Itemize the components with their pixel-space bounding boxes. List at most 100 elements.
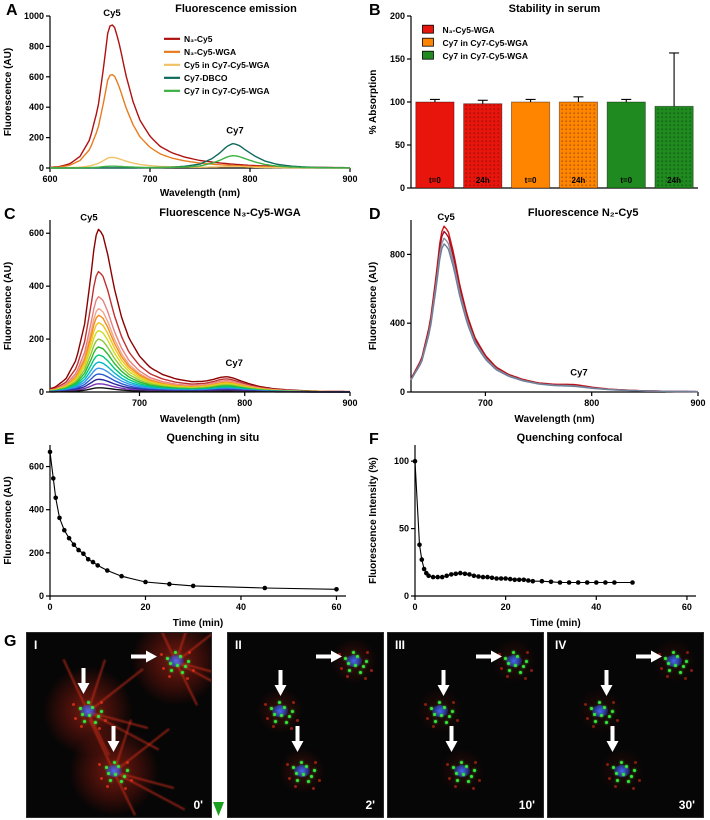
green-punctum (294, 772, 298, 776)
x-axis-label: Time (min) (173, 618, 223, 629)
micrograph-timestamp: 30' (678, 798, 695, 812)
x-axis-label: Wavelength (nm) (160, 414, 240, 425)
green-punctum (362, 665, 365, 669)
data-point (76, 547, 81, 553)
green-punctum (93, 720, 97, 724)
micrograph-4: IV 30' (547, 632, 704, 818)
green-punctum (274, 719, 278, 723)
green-punctum (359, 670, 363, 674)
bar-label: t=0 (525, 176, 537, 185)
data-point (426, 573, 431, 579)
green-punctum (508, 669, 511, 673)
data-point (485, 574, 490, 580)
red-punctum (423, 703, 427, 707)
green-punctum (448, 715, 452, 719)
red-punctum (80, 725, 84, 729)
green-punctum (285, 720, 289, 724)
legend-label: Cy7 in Cy7-Cy5-WGA (442, 38, 527, 48)
green-punctum (598, 701, 602, 705)
green-punctum (117, 765, 121, 769)
red-punctum (345, 674, 349, 678)
green-punctum (108, 779, 112, 783)
y-tick-label: 200 (390, 11, 405, 21)
y-tick-label: 50 (399, 524, 409, 534)
green-punctum (78, 706, 82, 710)
data-point (575, 580, 581, 585)
x-tick-label: 800 (584, 398, 599, 408)
data-point (81, 551, 86, 556)
green-punctum (679, 670, 683, 674)
data-point (167, 581, 172, 587)
red-punctum (523, 676, 527, 680)
panel-letter-d: D (369, 206, 381, 223)
data-point (566, 580, 572, 585)
green-punctum (430, 706, 433, 710)
annotation-Cy7: Cy7 (570, 368, 587, 379)
green-punctum (187, 659, 190, 663)
micrograph-1: I 0' (26, 632, 212, 818)
green-punctum (676, 655, 680, 659)
red-punctum (72, 703, 76, 707)
red-punctum (451, 701, 455, 705)
green-punctum (343, 656, 347, 660)
x-tick-label: 20 (140, 602, 150, 612)
green-punctum (632, 769, 636, 773)
data-point (105, 568, 110, 573)
green-punctum (663, 656, 667, 660)
red-punctum (607, 776, 611, 780)
data-point (262, 585, 268, 591)
green-punctum (602, 705, 606, 709)
y-axis-label: Fluorescence Intensity (%) (368, 457, 379, 584)
micrograph-timestamp: 2' (365, 798, 375, 812)
y-tick-label: 800 (390, 249, 405, 259)
green-punctum (672, 651, 676, 655)
y-tick-label: 400 (29, 102, 44, 112)
data-point (521, 577, 527, 583)
red-punctum (499, 666, 503, 670)
red-punctum (525, 650, 529, 654)
chart-fluorescence-n3-cy5-wga: 0 200 400 600 700 800 900 Fluorescence N₃-Cy5-W… (3, 207, 358, 425)
red-punctum (657, 652, 661, 656)
y-axis-label: Fluorescence (AU) (3, 476, 14, 564)
data-point (630, 580, 635, 585)
micrograph-roman-label: IV (555, 638, 567, 652)
micrograph-3: III 10' (387, 632, 544, 818)
red-punctum (631, 786, 635, 790)
green-punctum (611, 709, 614, 713)
micrograph-2: II 2' (227, 632, 384, 818)
green-punctum (666, 662, 670, 666)
y-tick-label: 800 (29, 41, 44, 51)
data-point (548, 579, 554, 585)
y-axis-label: % Absorption (368, 70, 379, 135)
data-point (584, 580, 590, 585)
panel-letter-e: E (4, 431, 15, 448)
data-point (612, 580, 617, 585)
red-punctum (685, 650, 689, 654)
green-punctum (270, 706, 273, 710)
x-axis-label: Time (min) (530, 618, 580, 629)
data-point (594, 580, 599, 585)
series-4 (50, 154, 350, 169)
pointer-arrow-down-icon (107, 726, 120, 752)
data-point (471, 573, 477, 579)
data-point (439, 574, 445, 580)
chart-quenching-confocal: 0 50 100 0 20 40 60 Quenching confocal Time (min… (368, 432, 696, 629)
red-punctum (265, 717, 269, 721)
red-punctum (477, 778, 481, 782)
y-tick-label: 600 (29, 228, 44, 238)
green-punctum (512, 651, 516, 655)
green-punctum (439, 713, 443, 717)
green-punctum (445, 720, 449, 724)
green-punctum (304, 765, 308, 769)
y-tick-label: 400 (29, 505, 44, 515)
y-tick-label: 600 (29, 72, 44, 82)
red-punctum (471, 786, 475, 790)
series-1 (49, 270, 350, 393)
data-point (516, 577, 522, 583)
red-punctum (313, 760, 317, 764)
series-15 (50, 387, 350, 393)
green-punctum (624, 765, 628, 769)
annotation-Cy5: Cy5 (80, 213, 98, 224)
chart-quenching-in-situ: 0 200 400 600 0 20 40 60 Quenching in situ Time (… (3, 432, 346, 629)
green-punctum (291, 709, 294, 713)
